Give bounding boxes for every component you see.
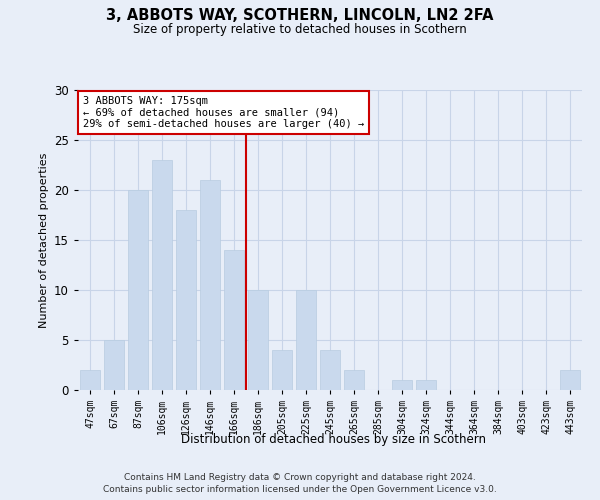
- Bar: [272, 350, 292, 390]
- Bar: [320, 350, 340, 390]
- Text: 3, ABBOTS WAY, SCOTHERN, LINCOLN, LN2 2FA: 3, ABBOTS WAY, SCOTHERN, LINCOLN, LN2 2F…: [106, 8, 494, 22]
- Y-axis label: Number of detached properties: Number of detached properties: [38, 152, 49, 328]
- Text: Contains public sector information licensed under the Open Government Licence v3: Contains public sector information licen…: [103, 485, 497, 494]
- Text: Contains HM Land Registry data © Crown copyright and database right 2024.: Contains HM Land Registry data © Crown c…: [124, 472, 476, 482]
- Bar: [104, 340, 124, 390]
- Text: Size of property relative to detached houses in Scothern: Size of property relative to detached ho…: [133, 22, 467, 36]
- Bar: [224, 250, 244, 390]
- Bar: [80, 370, 100, 390]
- Bar: [392, 380, 412, 390]
- Bar: [296, 290, 316, 390]
- Bar: [416, 380, 436, 390]
- Text: Distribution of detached houses by size in Scothern: Distribution of detached houses by size …: [181, 432, 485, 446]
- Bar: [560, 370, 580, 390]
- Bar: [176, 210, 196, 390]
- Text: 3 ABBOTS WAY: 175sqm
← 69% of detached houses are smaller (94)
29% of semi-detac: 3 ABBOTS WAY: 175sqm ← 69% of detached h…: [83, 96, 364, 129]
- Bar: [344, 370, 364, 390]
- Bar: [248, 290, 268, 390]
- Bar: [152, 160, 172, 390]
- Bar: [200, 180, 220, 390]
- Bar: [128, 190, 148, 390]
